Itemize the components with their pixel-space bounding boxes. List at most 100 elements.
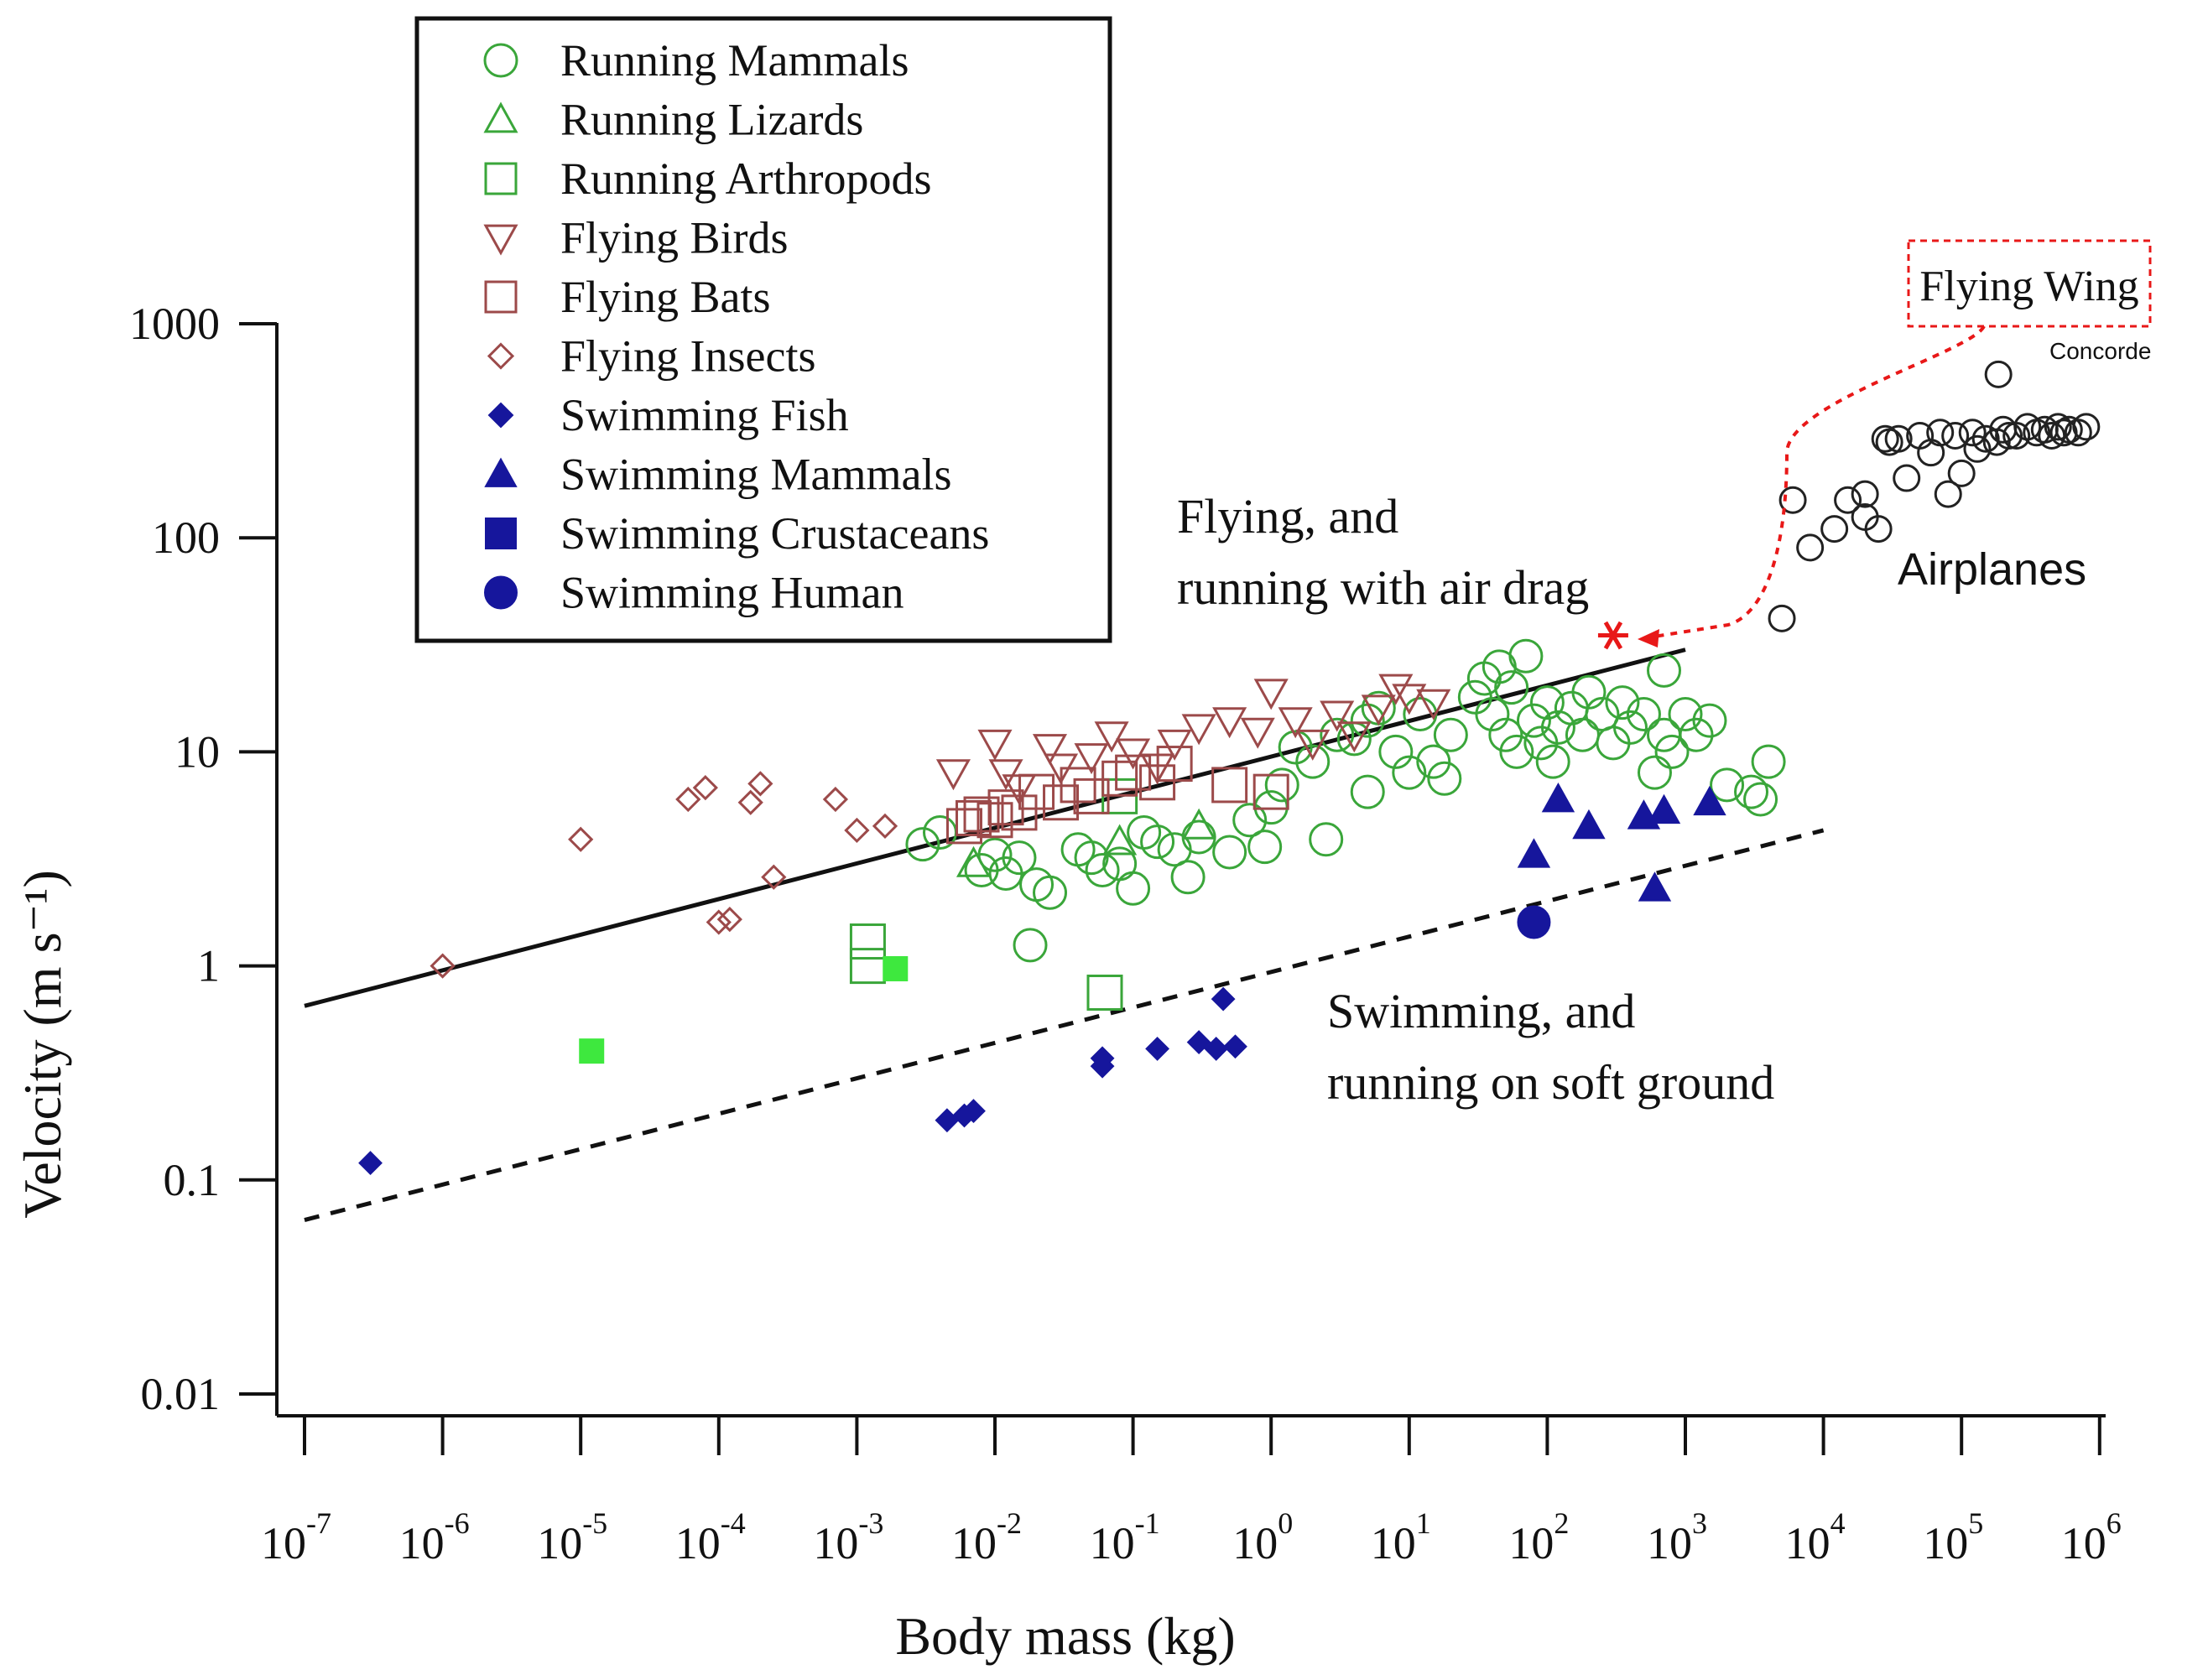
running-mammals-point	[1102, 846, 1138, 882]
airplanes-point	[1871, 424, 1899, 453]
y-axis-ticks: 0.01 0.1 1 10 100 1000	[129, 299, 277, 1419]
swimming-fish-point	[1145, 1037, 1169, 1061]
swimming-fish-point	[961, 1099, 986, 1123]
fit-line-labels: Flying, and running with air drag Swimmi…	[1177, 489, 1774, 1110]
swimming-fish-point	[1211, 986, 1236, 1012]
flying-birds-point	[1320, 700, 1355, 732]
running-mammals-point	[1499, 734, 1534, 769]
running-mammals-point	[1427, 761, 1462, 796]
concorde-point	[1984, 360, 2013, 388]
running-mammals-point	[1710, 767, 1745, 803]
x-tick-label: 104	[1785, 1506, 1846, 1568]
airplanes-series	[1768, 413, 2101, 632]
running-mammals-point	[1278, 730, 1313, 765]
flying-wing-pointer	[1648, 325, 1986, 639]
flying-insects-point	[430, 953, 456, 979]
airplanes-point	[1820, 515, 1849, 544]
swimming-mammals-series	[1517, 782, 1726, 902]
running-mammals-series	[905, 638, 1786, 963]
running-mammals-legend-swatch	[483, 43, 518, 78]
running-arthropods-point	[1086, 974, 1123, 1011]
flying-insects-point	[761, 864, 787, 890]
flying-insects-point	[822, 786, 849, 813]
x-tick-label: 103	[1647, 1506, 1707, 1568]
flying-birds-point	[1378, 674, 1414, 705]
flying-bats-point	[963, 796, 1000, 833]
airplanes-point	[1971, 424, 2000, 453]
fit-lines	[304, 648, 1825, 1222]
flying-birds-point	[1212, 707, 1247, 739]
flying-insects-point	[872, 813, 898, 840]
running-mammals-point	[1605, 685, 1640, 720]
swimming-human-legend-label: Swimming Human	[560, 568, 904, 618]
flying-wing-arrowhead	[1638, 629, 1659, 648]
swimming-line-label-1: Swimming, and	[1327, 984, 1635, 1038]
flying-bats-series	[945, 746, 1289, 845]
flying-birds-point	[988, 759, 1023, 791]
flying-bats-point	[1211, 767, 1248, 804]
flying-bats-point	[1060, 767, 1096, 804]
x-axis-title: Body mass (kg)	[895, 1606, 1235, 1666]
flying-insects-legend-label: Flying Insects	[560, 331, 816, 382]
airplanes-point	[1995, 421, 2023, 450]
swimming-fish-legend-label: Swimming Fish	[560, 390, 849, 440]
swimming-and-fit-line	[304, 828, 1825, 1222]
running-mammals-point	[1416, 744, 1451, 779]
x-tick-label: 10-1	[1090, 1506, 1160, 1568]
running-arthropods-point	[849, 948, 886, 985]
airplanes-point	[1926, 419, 1955, 447]
swimming-mammals-point	[1541, 782, 1575, 813]
y-axis-title: Velocity (m s⁻¹)	[13, 870, 72, 1219]
running-mammals-point	[1264, 767, 1299, 803]
flying-birds-series	[935, 674, 1451, 806]
running-mammals-point	[1013, 928, 1048, 963]
running-lizards-legend-swatch	[483, 101, 518, 133]
flying-line-label-1: Flying, and	[1177, 489, 1398, 544]
swimming-fish-point	[358, 1151, 383, 1176]
running-mammals-point	[1392, 755, 1427, 790]
running-mammals-point	[1626, 696, 1661, 731]
flying-bats-point	[1156, 746, 1193, 783]
flying-insects-point	[737, 789, 763, 815]
flying-insects-point	[844, 817, 870, 844]
flying-insects-point	[568, 826, 594, 852]
running-mammals-point	[1571, 674, 1607, 710]
flying-birds-legend-label: Flying Birds	[560, 213, 789, 263]
flying-insects-point	[706, 909, 732, 935]
concorde-label: Concorde	[2049, 338, 2151, 364]
running-mammals-point	[1033, 875, 1068, 910]
running-mammals-point	[1516, 703, 1551, 738]
flying-insects-legend-swatch	[487, 342, 515, 370]
flying-birds-point	[935, 759, 971, 791]
swimming-mammals-point	[1693, 785, 1726, 816]
flying-insects-point	[675, 786, 701, 813]
running-mammals-point	[1074, 840, 1109, 876]
swimming-crustaceans-legend-swatch	[485, 518, 517, 549]
x-axis-ticks: 10-7 10-6 10-5 10-4 10-3 10-2 10-1 100 101 102 103…	[261, 1416, 2122, 1568]
flying-wing-label: Flying Wing	[1919, 263, 2138, 310]
legend-items: Running Mammals Running Lizards Running Ar…	[483, 35, 989, 618]
swimming-human-legend-swatch	[484, 575, 518, 610]
airplanes-point	[2072, 413, 2101, 441]
airplanes-point	[1963, 434, 1992, 463]
running-mammals-point	[1295, 744, 1331, 779]
flying-birds-point	[1157, 729, 1192, 761]
flying-bats-point	[1018, 773, 1055, 810]
y-tick-label: 1000	[129, 299, 220, 349]
swimming-mammals-legend-label: Swimming Mammals	[560, 450, 952, 500]
swimming-mammals-point	[1517, 838, 1551, 868]
x-tick-label: 10-6	[399, 1506, 470, 1568]
running-mammals-point	[1637, 755, 1672, 790]
running-lizards-legend-label: Running Lizards	[560, 95, 863, 145]
flying-birds-legend-swatch	[483, 224, 518, 256]
airplanes-point	[1851, 480, 1879, 508]
airplanes-point	[1834, 486, 1862, 514]
running-mammals-point	[1679, 717, 1714, 752]
flying-birds-point	[1074, 743, 1109, 775]
flying-wing-label-box	[1907, 239, 2152, 328]
airplanes-point	[2044, 413, 2072, 441]
y-tick-label: 100	[152, 512, 220, 563]
swimming-mammals-point	[1572, 809, 1606, 840]
running-mammals-point	[1743, 782, 1778, 817]
